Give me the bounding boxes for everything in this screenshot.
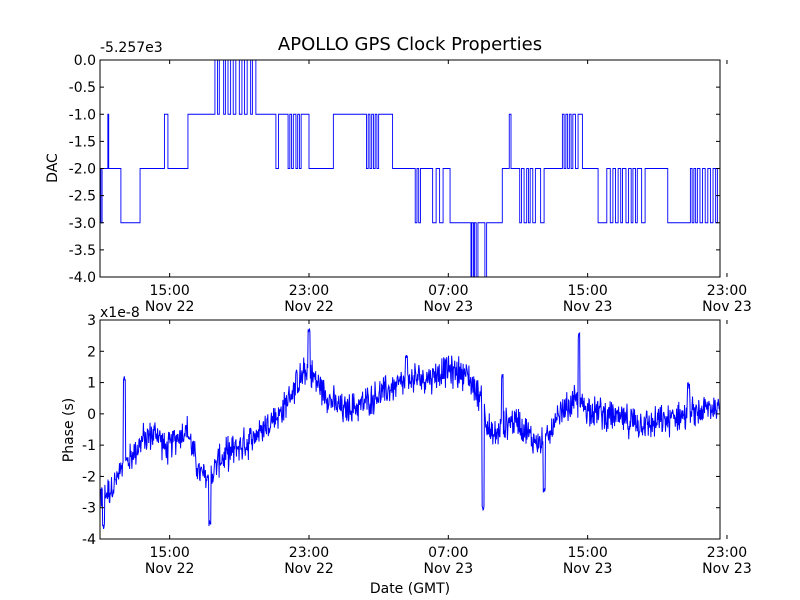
phase-axes: Phase (s) Date (GMT) 3210-1-2-3-415:00No… bbox=[61, 305, 752, 597]
phase-x-tick-time: 15:00 bbox=[149, 545, 189, 561]
dac-x-tick-time: 15:00 bbox=[149, 283, 189, 299]
phase-x-tick-date: Nov 23 bbox=[424, 561, 474, 577]
dac-y-tick-label: -0.5 bbox=[69, 80, 96, 96]
dac-axes: DAC 0.0 -0.5 -1.0 -1.5 -2.0 -2.5 -3.0 -3.5 -4.0 1… bbox=[45, 40, 752, 315]
phase-y-tick-label: 1 bbox=[87, 376, 96, 392]
phase-y-tick-label: -4 bbox=[82, 532, 96, 548]
dac-series-line bbox=[100, 60, 720, 277]
dac-y-tick-label: -4.0 bbox=[69, 270, 96, 286]
phase-y-tick-label: 0 bbox=[87, 407, 96, 423]
phase-y-label: Phase (s) bbox=[61, 398, 77, 462]
dac-y-tick-label: 0.0 bbox=[74, 53, 96, 69]
phase-x-tick-time: 23:00 bbox=[707, 545, 747, 561]
phase-y-tick-label: 3 bbox=[87, 313, 96, 329]
dac-y-tick-label: -3.5 bbox=[69, 243, 96, 259]
dac-y-tick-label: -1.5 bbox=[69, 134, 96, 150]
dac-y-tick-label: -3.0 bbox=[69, 216, 96, 232]
phase-y-tick-label: 2 bbox=[87, 344, 96, 360]
dac-y-tick-label: -1.0 bbox=[69, 107, 96, 123]
phase-series-line bbox=[100, 328, 720, 530]
dac-x-tick-time: 15:00 bbox=[567, 283, 607, 299]
phase-x-tick-time: 15:00 bbox=[567, 545, 607, 561]
phase-x-tick-date: Nov 22 bbox=[284, 561, 334, 577]
dac-x-tick-date: Nov 22 bbox=[145, 299, 195, 315]
dac-y-label: DAC bbox=[45, 153, 61, 183]
dac-y-tick-label: -2.0 bbox=[69, 162, 96, 178]
phase-x-label: Date (GMT) bbox=[370, 581, 450, 597]
dac-x-tick-date: Nov 23 bbox=[702, 299, 752, 315]
phase-x-tick-date: Nov 23 bbox=[702, 561, 752, 577]
dac-y-tick-label: -2.5 bbox=[69, 189, 96, 205]
dac-offset-label: -5.257e3 bbox=[100, 40, 163, 56]
phase-x-tick-time: 07:00 bbox=[428, 545, 468, 561]
dac-x-tick-date: Nov 23 bbox=[563, 299, 613, 315]
phase-offset-label: x1e-8 bbox=[100, 305, 140, 321]
phase-x-tick-time: 23:00 bbox=[289, 545, 329, 561]
dac-x-tick-date: Nov 23 bbox=[424, 299, 474, 315]
phase-plot-frame bbox=[99, 319, 721, 540]
dac-x-tick-time: 23:00 bbox=[707, 283, 747, 299]
phase-y-tick-label: -3 bbox=[82, 501, 96, 517]
phase-x-tick-date: Nov 23 bbox=[563, 561, 613, 577]
dac-x-tick-time: 07:00 bbox=[428, 283, 468, 299]
phase-y-tick-label: -2 bbox=[82, 469, 96, 485]
chart-title: APOLLO GPS Clock Properties bbox=[278, 34, 542, 55]
dac-x-tick-time: 23:00 bbox=[289, 283, 329, 299]
phase-y-tick-label: -1 bbox=[82, 438, 96, 454]
phase-x-tick-date: Nov 22 bbox=[145, 561, 195, 577]
dac-x-tick-date: Nov 22 bbox=[284, 299, 334, 315]
